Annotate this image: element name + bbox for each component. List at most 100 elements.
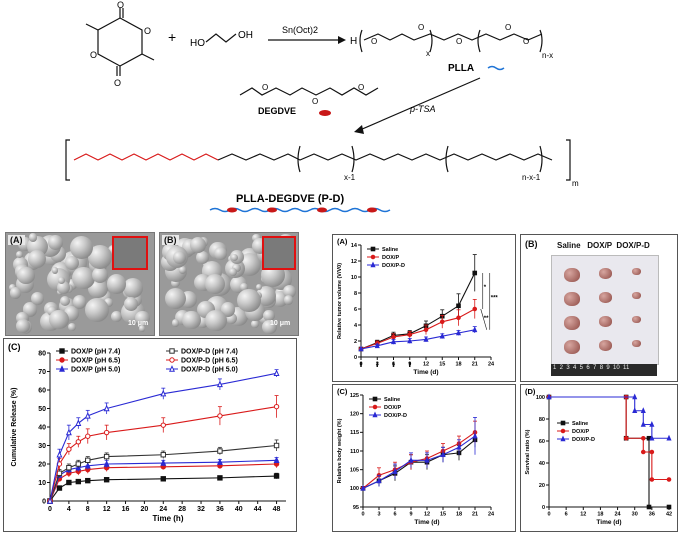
legend-marker — [169, 348, 175, 354]
microsphere — [255, 283, 263, 291]
x-tick-label: 12 — [103, 506, 111, 513]
microsphere — [17, 267, 35, 285]
synthesis-scheme: O O O O + HO OH Sn(Oct)2 H O O O O O x n… — [0, 0, 681, 215]
x-tick-label: 0 — [361, 512, 364, 518]
y-tick-label: 40 — [38, 424, 46, 431]
tumor-sample — [564, 316, 580, 330]
microsphere — [237, 288, 262, 313]
data-point — [456, 443, 462, 450]
series-line — [549, 396, 669, 439]
sem-a-inset — [112, 236, 148, 270]
microsphere — [262, 319, 277, 335]
svg-text:O: O — [312, 97, 318, 106]
legend-label: DOX/P — [384, 405, 401, 411]
ruler-text: 1 2 3 4 5 6 7 8 9 10 11 — [553, 365, 630, 371]
svg-text:O: O — [505, 23, 511, 32]
x-tick-label: 18 — [597, 512, 603, 518]
data-point — [374, 342, 380, 349]
legend-label: Saline — [572, 421, 588, 427]
microsphere — [47, 234, 64, 251]
legend-label: Saline — [384, 397, 400, 403]
legend-label: DOX/P-D — [382, 263, 405, 269]
microsphere — [138, 325, 146, 333]
legend-marker — [560, 435, 566, 442]
data-point — [390, 338, 397, 345]
tumor-sample — [631, 292, 641, 299]
y-axis-label: Relative body weight (%) — [337, 418, 343, 483]
y-tick-label: 60 — [539, 439, 545, 445]
data-point — [66, 479, 72, 486]
x-tick-label: 15 — [439, 362, 445, 368]
series-line — [360, 308, 476, 350]
microsphere — [283, 284, 297, 298]
survival-chart: (D) 0 6 12 18 24 30 36 42 0 20 40 60 80 100 Time (d) Sur… — [525, 387, 672, 526]
series-line — [549, 396, 669, 481]
data-point — [646, 504, 652, 510]
y-tick-label: 100 — [350, 486, 359, 492]
x-tick-label: 18 — [456, 512, 462, 518]
y-tick-label: 120 — [350, 412, 359, 418]
microsphere — [87, 245, 112, 269]
y-tick-label: 70 — [38, 369, 46, 376]
legend-label: DOX/P-D — [384, 413, 407, 419]
data-point — [103, 460, 110, 467]
svg-text:O: O — [418, 23, 424, 32]
ruler: 1 2 3 4 5 6 7 8 9 10 11 — [551, 364, 657, 376]
data-point — [273, 369, 280, 377]
x-axis-label: Time (d) — [596, 519, 621, 526]
release-chart-panel: (C) 0 4 8 12 16 20 24 28 32 36 40 44 48 0 10 20 30 40 50 60 7… — [3, 338, 297, 532]
x-tick-label: 28 — [178, 506, 186, 513]
x-tick-label: 36 — [649, 512, 655, 518]
tumor-photo — [551, 255, 659, 365]
sem-b-label: (B) — [162, 235, 179, 245]
tumor-photo-label: (B) — [525, 239, 538, 249]
legend-marker — [59, 357, 65, 363]
legend-marker — [169, 365, 175, 372]
y-tick-label: 12 — [351, 259, 357, 265]
x-tick-label: 8 — [86, 506, 90, 513]
sem-b-inset — [262, 236, 296, 270]
x-tick-label: 32 — [197, 506, 205, 513]
significance-marker: *** — [491, 295, 499, 301]
significance-marker: * — [484, 285, 487, 291]
y-tick-label: 8 — [354, 291, 357, 297]
legend-marker — [560, 420, 566, 426]
oh-label: OH — [238, 30, 253, 41]
svg-text:O: O — [456, 37, 462, 46]
legend-marker — [560, 428, 566, 434]
microsphere — [182, 310, 201, 330]
microsphere — [60, 296, 71, 307]
x-tick-label: 21 — [472, 362, 478, 368]
series-line — [360, 329, 475, 350]
microsphere — [64, 256, 79, 271]
microsphere — [30, 291, 44, 305]
microsphere — [284, 295, 294, 305]
legend-marker — [370, 254, 376, 260]
microsphere — [171, 319, 180, 327]
y-tick-label: 0 — [542, 505, 545, 511]
sem-a-label: (A) — [8, 235, 25, 245]
microsphere — [255, 286, 277, 307]
data-point — [360, 484, 366, 491]
svg-text:O: O — [371, 37, 377, 46]
x-tick-label: 0 — [547, 512, 550, 518]
data-point — [75, 461, 82, 467]
x-tick-label: 3 — [377, 512, 380, 518]
tumor-photo-panel: (B) Saline DOX/P DOX/P-D 1 2 3 4 5 6 7 8… — [520, 234, 678, 382]
y-axis-label: Relative tumor volume (V/V0) — [337, 263, 343, 339]
y-tick-label: 60 — [38, 387, 46, 394]
series-line — [360, 272, 476, 350]
microsphere — [10, 287, 22, 299]
x-tick-label: 4 — [67, 506, 71, 513]
tumor-sample — [631, 316, 641, 323]
panel-label: (C) — [337, 387, 348, 396]
y-axis-label: Cumulative Release (%) — [11, 388, 18, 467]
microsphere — [179, 266, 187, 274]
x-tick-label: 24 — [159, 506, 167, 513]
data-point — [273, 473, 280, 479]
x-tick-label: 48 — [273, 506, 281, 513]
microsphere — [111, 311, 122, 323]
data-point — [85, 477, 91, 484]
data-point — [273, 456, 280, 463]
microsphere — [240, 283, 249, 292]
